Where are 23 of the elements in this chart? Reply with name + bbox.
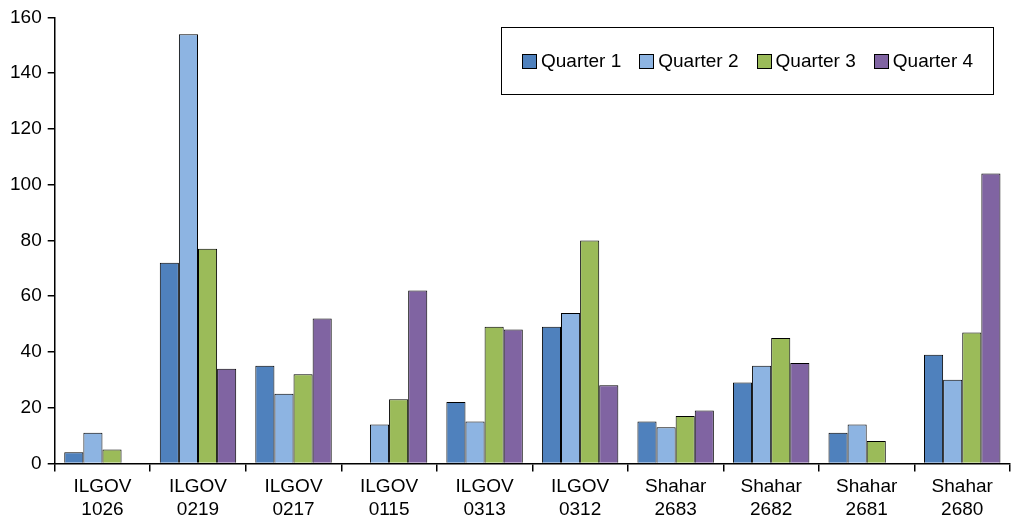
x-tick-label: Shahar 2682 [740, 475, 803, 519]
y-tick-label: 60 [20, 284, 42, 306]
x-tick-label: ILGOV 0115 [360, 475, 419, 519]
x-tick-label: Shahar 2683 [645, 475, 707, 519]
y-tick-label: 100 [10, 172, 42, 194]
y-tick-label: 140 [10, 61, 42, 83]
legend-label: Quarter 2 [658, 50, 739, 73]
x-tick-label: ILGOV 0217 [264, 475, 323, 519]
legend-label: Quarter 1 [541, 50, 622, 73]
x-tick-label: ILGOV 0313 [455, 475, 514, 519]
x-tick-label: ILGOV 0219 [168, 475, 228, 519]
x-tick-label: ILGOV 0312 [551, 475, 610, 519]
y-tick-label: 120 [10, 117, 42, 139]
y-tick-label: 80 [20, 228, 42, 250]
x-tick-label: ILGOV 1026 [73, 475, 132, 519]
y-tick-label: 0 [31, 451, 42, 473]
legend-label: Quarter 3 [775, 50, 856, 73]
y-tick-label: 160 [10, 5, 42, 27]
x-tick-label: Shahar 2680 [931, 475, 994, 519]
x-tick-label: Shahar 2681 [836, 475, 898, 519]
y-tick-label: 20 [20, 395, 42, 417]
legend-label: Quarter 4 [892, 50, 974, 73]
y-tick-label: 40 [20, 340, 42, 362]
